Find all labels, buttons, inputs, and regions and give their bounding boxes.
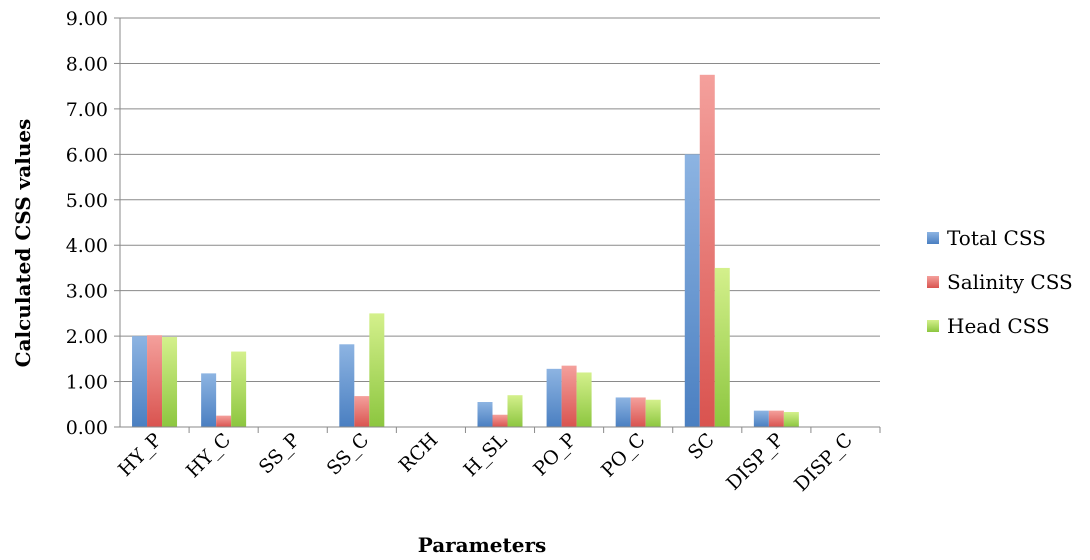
bar-head-css	[714, 267, 730, 427]
bar-head-css	[645, 399, 661, 427]
bar-total-css	[339, 344, 355, 427]
axes	[119, 18, 881, 433]
y-axis-title: Calculated CSS values	[11, 119, 35, 368]
bar-salinity-css	[630, 397, 646, 427]
legend-swatch	[927, 276, 939, 288]
legend-swatch	[927, 320, 939, 332]
y-tick-label: 5.00	[66, 190, 108, 212]
y-tick-label: 8.00	[66, 53, 108, 75]
bar-head-css	[162, 337, 178, 427]
legend-label: Salinity CSS	[947, 270, 1073, 294]
x-axis-title: Parameters	[418, 533, 547, 557]
bar-head-css	[369, 313, 385, 427]
bar-total-css	[546, 368, 562, 427]
y-tick-label: 3.00	[66, 281, 108, 303]
gridlines	[114, 17, 880, 428]
y-tick-label: 7.00	[66, 99, 108, 121]
bar-total-css	[615, 397, 631, 427]
bar-total-css	[132, 336, 148, 427]
legend-label: Head CSS	[947, 314, 1050, 338]
bar-salinity-css	[561, 365, 577, 427]
y-tick-label: 1.00	[66, 372, 108, 394]
bar-head-css	[783, 412, 799, 427]
bar-salinity-css	[492, 414, 508, 427]
bar-total-css	[477, 402, 493, 427]
x-tick-label: DISP_P	[722, 429, 788, 495]
y-tick-label: 2.00	[66, 326, 108, 348]
legend-swatch	[927, 232, 939, 244]
x-tick-label: SS_C	[323, 429, 374, 480]
y-tick-label: 6.00	[66, 144, 108, 166]
y-tick-label: 4.00	[66, 235, 108, 257]
legend: Total CSS Salinity CSS Head CSS	[927, 226, 1073, 338]
x-tick-labels: HY_P HY_C SS_P SS_C RCH H_SL PO_P PO_C SC DISP_P D…	[114, 429, 857, 496]
y-tick-label: 0.00	[66, 417, 108, 439]
legend-label: Total CSS	[947, 226, 1046, 250]
bar-total-css	[201, 373, 217, 427]
y-tick-labels: 0.00 1.00 2.00 3.00 4.00 5.00 6.00 7.00 8.00 9.00	[66, 8, 108, 439]
bar-salinity-css	[216, 415, 232, 427]
bar-salinity-css	[699, 74, 715, 428]
x-tick-label: PO_P	[529, 429, 581, 481]
bar-salinity-css	[147, 335, 163, 427]
bar-total-css	[684, 154, 700, 428]
x-tick-label: SS_P	[255, 429, 305, 479]
bars	[132, 74, 799, 428]
bar-salinity-css	[768, 410, 784, 427]
x-tick-label: RCH	[395, 429, 443, 477]
bar-head-css	[231, 351, 247, 427]
x-tick-label: H_SL	[459, 429, 511, 481]
x-tick-label: DISP_C	[790, 429, 857, 496]
bar-head-css	[507, 395, 523, 427]
y-tick-label: 9.00	[66, 8, 108, 30]
x-tick-label: HY_C	[182, 429, 235, 482]
x-tick-label: PO_C	[597, 429, 650, 482]
bar-salinity-css	[354, 396, 370, 427]
bar-head-css	[576, 372, 592, 427]
bar-total-css	[753, 410, 769, 427]
x-tick-label: SC	[684, 429, 719, 464]
x-tick-label: HY_P	[114, 429, 166, 481]
